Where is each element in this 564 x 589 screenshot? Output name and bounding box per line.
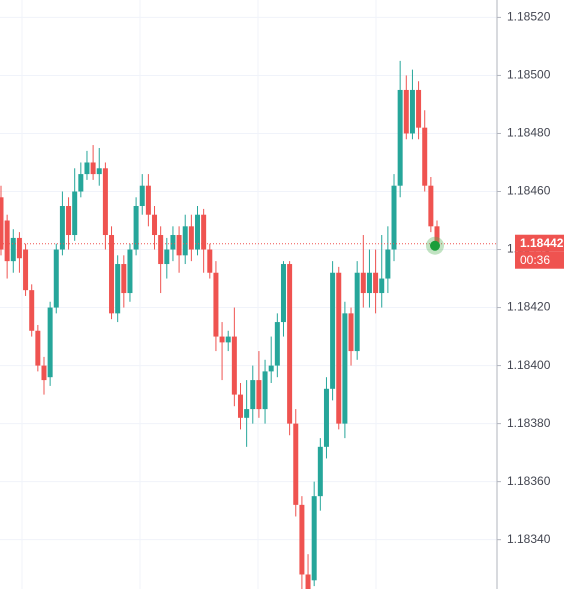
candle-body [10,237,16,262]
candle-body [207,249,213,273]
y-tick-label: 1.18340 [507,532,551,546]
candle-body [213,272,219,337]
candle-body [305,574,311,589]
horizontal-grid [0,16,497,541]
countdown-label: 00:36 [520,253,550,267]
candle-body [145,185,151,215]
pulse-dot [430,240,440,251]
candle-body [96,168,102,175]
last-price-label: 1.18442 [520,236,564,250]
candle-body [16,237,22,259]
candle-body [354,272,360,352]
candle-body [299,504,305,575]
candle-body [29,290,35,331]
candle-body [373,272,379,294]
candle-body [121,264,127,294]
candle-body [416,89,422,128]
candle-body [403,89,409,134]
candle-body [4,220,10,262]
y-tick-label: 1.18360 [507,474,551,488]
candle-body [109,235,115,314]
candle-body [66,206,72,236]
candle-body [35,330,41,366]
candle-body [323,388,329,447]
y-tick-label: 1.18460 [507,184,551,198]
y-tick-label: 1.18380 [507,416,551,430]
candle-body [360,272,366,294]
candle-body [385,249,391,279]
candle-body [434,226,440,244]
candle-body [317,446,323,497]
candle-body [244,409,250,418]
candle-body [127,249,133,294]
candle-body [311,496,317,581]
candle-body [201,214,207,250]
candle-body [330,272,336,389]
candle-body [53,249,59,308]
overlay [0,236,497,255]
last-price-box [515,234,564,252]
candles [0,60,440,589]
price-axis: 1.18340 1.18360 1.18380 1.18400 1.18420 1.184… [497,10,564,546]
candle-body [170,235,176,250]
y-tick-label: 1.18480 [507,126,551,140]
candle-body [158,235,164,265]
candle-body [195,214,201,250]
candle-body [409,89,415,134]
candle-body [0,197,4,250]
candle-body [102,168,108,236]
candle-body [287,264,293,424]
candle-body [391,185,397,250]
y-tick-label: 1.18520 [507,10,551,24]
candle-body [348,313,354,352]
candle-body [397,89,403,186]
candle-body [152,214,158,236]
candle-body [41,365,47,381]
candle-body [139,185,145,207]
candle-body [23,249,29,291]
candle-body [366,272,372,294]
candle-body [78,174,84,192]
candle-body [268,365,274,372]
y-tick-label: 1.18400 [507,358,551,372]
candle-body [176,235,182,256]
candle-body [182,226,188,256]
candle-body [379,278,385,294]
candle-body [133,206,139,250]
candle-body [219,336,225,343]
y-tick-label: 1.18420 [507,300,551,314]
candle-body [164,249,170,265]
candle-body [115,264,121,314]
candle-body [293,423,299,505]
candle-body [72,191,78,236]
countdown-box [515,251,564,269]
candle-body [84,162,90,175]
candle-body [342,313,348,424]
y-tick-label: 1.18500 [507,68,551,82]
candle-body [274,322,280,366]
candle-body [225,336,231,343]
candle-body [47,307,53,378]
candle-body [280,264,286,323]
candle-body [336,272,342,424]
candle-body [256,380,262,410]
candle-body [237,394,243,418]
candle-body [188,226,194,250]
candle-body [231,336,237,395]
candle-body [90,162,96,175]
candle-body [59,206,65,250]
candle-body [428,185,434,227]
candle-body [250,380,256,410]
vertical-grid [21,0,377,589]
candle-body [262,371,268,410]
candle-body [422,127,428,186]
